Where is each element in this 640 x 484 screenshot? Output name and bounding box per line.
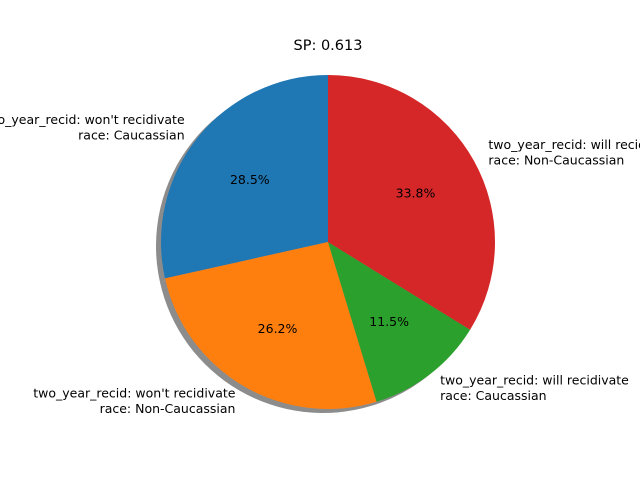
pie-slice-category-label-line: two_year_recid: won't recidivate xyxy=(0,112,185,127)
pie-slice xyxy=(328,242,471,402)
pie-slice-category-label-line: two_year_recid: won't recidivate xyxy=(33,385,236,400)
pie-slice-category-label-line: race: Non-Caucassian xyxy=(100,401,236,416)
pie-slice-category-label-line: race: Caucassian xyxy=(78,127,184,142)
pie-slice xyxy=(165,242,377,409)
pie-slice-category-label-line: race: Caucassian xyxy=(440,388,546,403)
pie-slice-category-label: two_year_recid: will recidivate race: Cau… xyxy=(440,372,629,403)
pie-slice-category-label-line: two_year_recid: will recidivate xyxy=(488,137,640,152)
pie-slice xyxy=(328,75,496,330)
pie-slice-percent-label: 11.5% xyxy=(369,314,409,329)
pie-slice-percent-label: 28.5% xyxy=(230,172,270,187)
pie-slice-percent-label: 26.2% xyxy=(258,321,298,336)
pie-slice-category-label-line: two_year_recid: will recidivate xyxy=(440,372,629,387)
chart-title: SP: 0.613 xyxy=(294,38,363,54)
pie-labels: 28.5%two_year_recid: won't recidivate rac… xyxy=(0,112,640,416)
pie-slice-category-label-line: race: Non-Caucassian xyxy=(488,153,624,168)
pie-slice-percent-label: 33.8% xyxy=(396,186,436,201)
pie-slices xyxy=(160,74,496,409)
pie-slice xyxy=(160,74,328,279)
pie-slice-category-label: two_year_recid: won't recidivate race: Ca… xyxy=(0,112,185,143)
pie-slice-category-label: two_year_recid: won't recidivate race: No… xyxy=(33,385,236,416)
